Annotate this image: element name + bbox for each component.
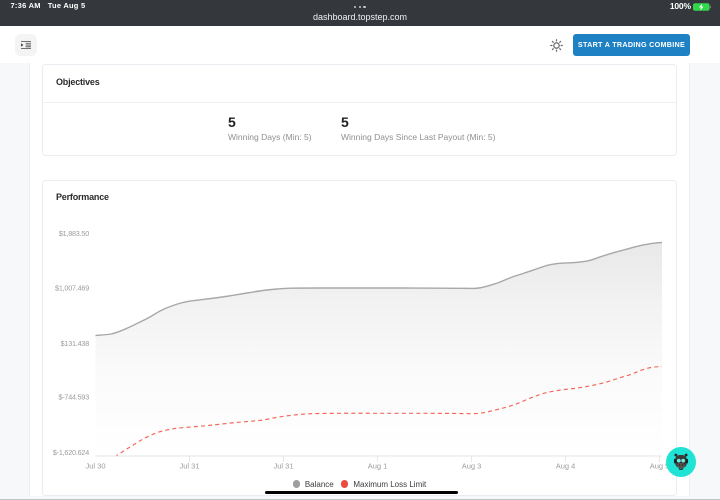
svg-text:Jul 30: Jul 30 [85, 462, 105, 471]
svg-text:Aug 4: Aug 4 [556, 462, 576, 471]
svg-text:$-1,620.624: $-1,620.624 [53, 448, 89, 457]
svg-text:Aug 1: Aug 1 [368, 462, 388, 471]
svg-text:Aug 5: Aug 5 [650, 462, 670, 471]
svg-text:$131.438: $131.438 [61, 339, 90, 348]
svg-text:Jul 31: Jul 31 [273, 462, 293, 471]
svg-text:$-744.593: $-744.593 [58, 393, 89, 402]
svg-text:$1,883.50: $1,883.50 [59, 229, 89, 238]
svg-text:Jul 31: Jul 31 [179, 462, 199, 471]
svg-text:Aug 3: Aug 3 [462, 462, 482, 471]
svg-text:$1,007.469: $1,007.469 [55, 284, 89, 293]
